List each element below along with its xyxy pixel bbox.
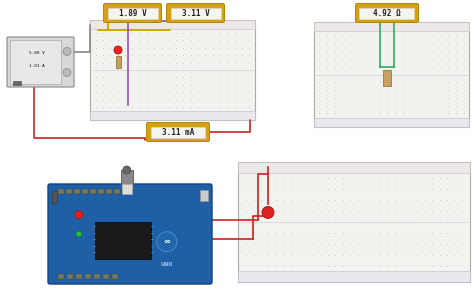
Bar [171, 7, 220, 19]
Bar [106, 189, 112, 194]
Bar [314, 118, 469, 127]
Bar [314, 22, 469, 31]
Text: 1.89 V: 1.89 V [118, 9, 146, 18]
Bar [98, 189, 104, 194]
Bar [200, 190, 208, 201]
Bar [74, 189, 80, 194]
Bar [90, 20, 255, 29]
Circle shape [123, 166, 131, 174]
Text: ∞: ∞ [164, 237, 170, 246]
Bar [67, 274, 73, 279]
Circle shape [114, 46, 122, 54]
Bar [82, 189, 88, 194]
Bar [238, 162, 470, 173]
FancyBboxPatch shape [90, 20, 255, 120]
FancyBboxPatch shape [146, 123, 210, 141]
Text: 3.11 V: 3.11 V [182, 9, 210, 18]
Bar [116, 56, 121, 68]
FancyBboxPatch shape [166, 4, 225, 22]
Bar [359, 7, 414, 19]
Bar [58, 189, 64, 194]
Bar [122, 189, 128, 194]
Text: 1.01 A: 1.01 A [28, 64, 45, 68]
Bar [58, 274, 64, 279]
Bar [238, 271, 470, 282]
Bar [52, 191, 57, 203]
Text: 5.00 V: 5.00 V [28, 52, 45, 55]
Circle shape [63, 69, 71, 77]
Bar [10, 40, 61, 84]
Bar [122, 184, 132, 194]
Bar [90, 189, 96, 194]
Bar [103, 274, 109, 279]
Bar [13, 81, 21, 84]
Bar [112, 274, 118, 279]
Bar [114, 189, 120, 194]
Text: 3.11 mA: 3.11 mA [162, 128, 194, 137]
Bar [76, 274, 82, 279]
FancyBboxPatch shape [356, 4, 419, 22]
Bar [121, 170, 133, 190]
FancyBboxPatch shape [7, 37, 74, 87]
Bar [383, 70, 391, 86]
Text: 4.92 Ω: 4.92 Ω [373, 9, 401, 18]
FancyBboxPatch shape [238, 162, 470, 282]
Bar [151, 126, 206, 138]
Bar [108, 7, 157, 19]
Circle shape [157, 232, 177, 252]
Circle shape [75, 211, 83, 219]
FancyBboxPatch shape [103, 4, 162, 22]
Bar [95, 223, 151, 259]
Bar [66, 189, 72, 194]
Bar [90, 111, 255, 120]
Bar [94, 274, 100, 279]
FancyBboxPatch shape [314, 22, 469, 127]
Bar [85, 274, 91, 279]
FancyBboxPatch shape [48, 184, 212, 284]
Circle shape [262, 206, 274, 218]
Circle shape [76, 231, 82, 237]
Circle shape [63, 47, 71, 55]
Text: UNO: UNO [161, 262, 173, 267]
